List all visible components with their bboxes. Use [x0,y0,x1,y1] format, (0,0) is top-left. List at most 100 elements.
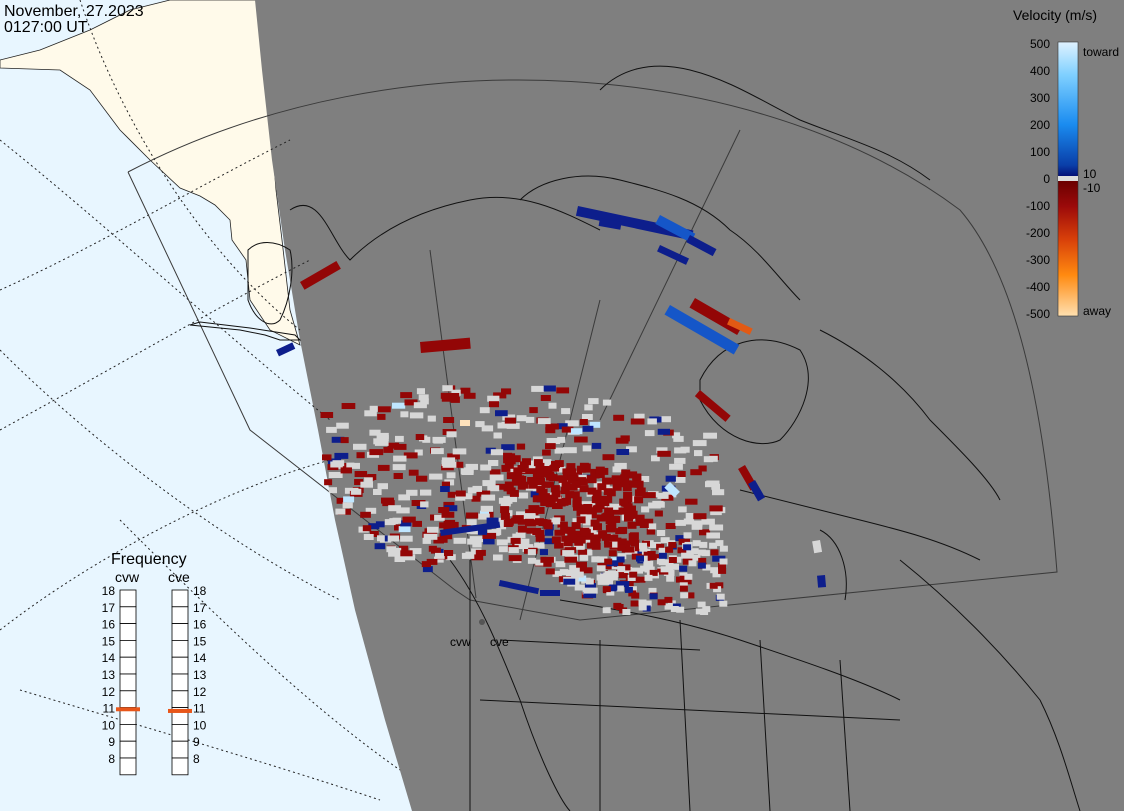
velocity-cell [354,479,364,485]
velocity-cell [402,516,416,523]
velocity-cell [616,449,630,455]
velocity-cell [591,556,600,563]
velocity-cell [554,460,564,468]
velocity-cell [398,494,410,501]
velocity-cell [443,525,456,532]
velocity-cell [489,474,504,481]
velocity-cell [542,481,554,488]
velocity-cell [643,551,656,557]
velocity-cell [617,553,627,560]
velocity-cell [536,485,546,493]
velocity-cell [691,523,703,530]
legend-tick-label: -400 [1026,280,1050,294]
velocity-cell [591,534,601,542]
velocity-cell [480,464,492,471]
velocity-cell [483,538,495,545]
velocity-cell [543,466,553,473]
velocity-cell [566,467,576,475]
velocity-cell [335,508,346,515]
frequency-cell [171,673,189,692]
velocity-cell [657,599,666,606]
velocity-cell [408,469,419,476]
frequency-scale-label: 8 [193,752,200,766]
velocity-cell [350,488,362,495]
velocity-cell [447,393,460,399]
velocity-cell [615,581,630,588]
velocity-cell [527,557,537,564]
velocity-cell [565,491,575,499]
velocity-cell [626,446,637,453]
velocity-cell [544,529,554,536]
velocity-cell [356,452,365,459]
velocity-cell [340,467,352,474]
frequency-scale-label: 13 [102,668,116,682]
frequency-scale-label: 15 [102,634,116,648]
velocity-cell [583,591,597,598]
velocity-cell [665,523,676,529]
velocity-cell [493,554,503,561]
velocity-cell [446,554,456,561]
velocity-cell [586,507,596,515]
velocity-cell [535,462,545,470]
velocity-cell [602,454,615,461]
velocity-cell [623,491,633,499]
velocity-cell [519,481,529,489]
night-region [255,0,1124,811]
velocity-cell [686,235,717,257]
velocity-cell [480,505,493,512]
velocity-cell [712,489,725,496]
velocity-cell [644,574,653,581]
velocity-cell [422,537,431,544]
velocity-cell [555,561,566,568]
radar-site-label-b: cve [490,635,509,649]
velocity-cell [618,526,628,534]
velocity-cell [496,539,508,546]
legend-tick-label: 0 [1043,172,1050,186]
velocity-cell [593,523,602,531]
velocity-cell [322,454,332,461]
legend-tick-label: -300 [1026,253,1050,267]
velocity-cell [636,487,646,495]
velocity-cell [506,472,516,480]
velocity-cell [812,540,823,554]
velocity-cell [496,523,507,530]
velocity-cell [388,505,401,512]
velocity-cell [369,531,379,537]
frequency-cell [171,740,189,759]
velocity-cell [622,564,631,571]
velocity-cell [453,537,467,544]
velocity-cell [694,390,731,422]
velocity-cell [688,560,697,567]
velocity-cell [529,407,538,414]
frequency-scale-label: 16 [102,618,116,632]
velocity-cell [442,385,453,392]
frequency-scale-label: 18 [193,584,207,598]
velocity-cell [584,404,593,411]
velocity-cell [615,585,624,592]
velocity-cell [621,469,631,477]
velocity-cell [488,460,499,466]
velocity-cell [500,500,511,507]
velocity-cell [662,491,677,498]
velocity-cell [665,560,674,567]
velocity-cell [614,462,627,469]
velocity-cell [496,517,509,524]
velocity-cell [601,513,611,521]
velocity-cell [632,473,642,481]
velocity-cell [634,413,645,420]
velocity-cell [559,569,569,576]
velocity-cell [686,548,699,555]
velocity-cell [399,545,409,552]
velocity-cell [477,528,487,535]
velocity-cell [538,519,548,526]
velocity-cell [516,511,529,518]
velocity-cell [515,532,526,539]
velocity-cell [706,532,720,539]
velocity-cell [641,506,650,513]
velocity-cell [530,491,543,498]
velocity-cell [689,297,743,336]
velocity-cell [613,414,625,421]
velocity-cell [727,317,753,335]
velocity-cell [409,412,424,419]
